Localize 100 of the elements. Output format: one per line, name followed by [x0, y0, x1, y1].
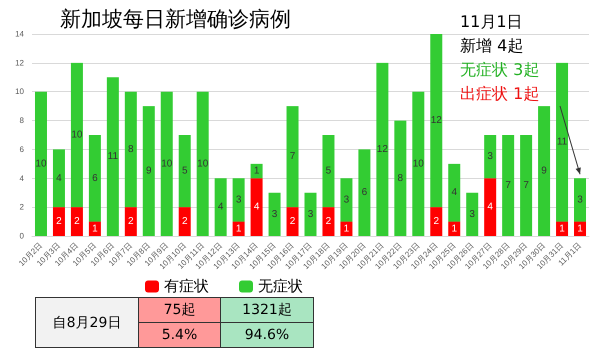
data-label: 1: [344, 223, 350, 234]
data-label: 8: [398, 172, 404, 184]
bar: [340, 178, 352, 222]
bar: [466, 192, 478, 236]
bar: [340, 222, 352, 236]
data-label: 2: [290, 216, 296, 228]
data-label: 7: [523, 180, 530, 191]
annotation: 出症状 1起: [460, 84, 540, 105]
annotation: 新增 4起: [460, 36, 524, 57]
bar: [160, 92, 173, 236]
data-label: 4: [56, 172, 62, 184]
bar: [52, 207, 65, 236]
y-tick-label: 6: [20, 144, 25, 154]
bar: [178, 135, 191, 208]
data-label: 3: [236, 194, 242, 206]
data-label: 10: [71, 130, 83, 140]
text: 自8月29日: [36, 298, 138, 348]
chart-title: 新加坡每日新增确诊病例: [60, 8, 291, 31]
bar: [52, 149, 65, 208]
data-label: 3: [469, 208, 476, 220]
data-label: 1: [92, 223, 98, 234]
bar: [484, 135, 496, 178]
data-label: 6: [92, 172, 98, 184]
data-label: 2: [433, 216, 440, 228]
bar: [70, 207, 83, 236]
data-label: 3: [577, 194, 584, 206]
bar: [88, 222, 101, 236]
bar: [484, 178, 496, 236]
data-label: 6: [362, 187, 368, 198]
text: 94.6%: [220, 322, 314, 348]
data-label: 9: [146, 166, 152, 177]
data-label: 4: [451, 187, 458, 198]
bar: [196, 92, 209, 236]
data-label: 7: [505, 180, 512, 191]
data-label: 10: [197, 158, 209, 170]
data-label: 11: [108, 151, 118, 162]
y-tick-label: 4: [20, 174, 25, 183]
y-tick-label: 0: [20, 232, 25, 240]
bar: [142, 106, 155, 236]
data-label: 10: [412, 158, 424, 170]
bar: [448, 164, 460, 222]
bar: [304, 192, 316, 236]
data-label: 2: [326, 216, 332, 228]
data-label: 1: [559, 223, 566, 234]
data-label: 1: [451, 223, 458, 234]
data-label: 3: [308, 208, 314, 220]
bar: [124, 207, 137, 236]
text: 1321起: [220, 298, 314, 322]
text: 11月1日: [460, 12, 523, 33]
bar: [448, 222, 460, 236]
data-label: 2: [56, 216, 62, 228]
bar: [232, 178, 245, 222]
data-label: 11: [556, 136, 568, 148]
data-label: 4: [254, 202, 260, 213]
bar: [520, 135, 532, 236]
legend-label: 有症状: [164, 278, 209, 295]
legend-label: 无症状: [258, 278, 303, 295]
bar: [556, 62, 568, 222]
data-label: 2: [182, 216, 188, 228]
bar: [412, 92, 424, 236]
bar: [322, 135, 334, 208]
data-label: 4: [218, 202, 224, 213]
text: 5.4%: [138, 322, 220, 348]
bar: [34, 92, 47, 236]
bar: [70, 62, 83, 208]
bar: [268, 192, 281, 236]
data-label: 3: [344, 194, 350, 206]
data-label: 5: [326, 166, 332, 177]
data-label: 2: [74, 216, 80, 228]
annotation: 无症状 3起: [460, 60, 540, 81]
bar: [322, 207, 334, 236]
bar: [286, 207, 299, 236]
bar: [106, 77, 119, 236]
data-label: 10: [161, 158, 173, 170]
y-tick-label: 2: [20, 202, 25, 212]
data-label: 12: [430, 115, 442, 126]
data-label: 1: [236, 223, 242, 234]
bar: [286, 106, 299, 208]
bar: [214, 178, 227, 236]
data-label: 4: [487, 202, 494, 213]
data-label: 5: [182, 166, 188, 177]
bar: [376, 62, 388, 236]
data-label: 2: [128, 216, 134, 228]
data-label: 9: [541, 166, 548, 177]
bar: [556, 222, 568, 236]
data-label: 12: [376, 144, 388, 155]
data-label: 7: [290, 151, 296, 162]
data-label: 10: [35, 158, 47, 170]
data-label: 1: [254, 166, 260, 177]
text: 75起: [138, 298, 220, 322]
bar: [232, 222, 245, 236]
bar: [358, 149, 370, 236]
y-tick-label: 14: [15, 30, 25, 38]
data-label: 8: [128, 144, 134, 155]
bar: [574, 222, 586, 236]
bar: [502, 135, 514, 236]
bar: [394, 120, 406, 236]
data-label: 3: [272, 208, 278, 220]
bar: [574, 178, 586, 222]
data-label: 3: [487, 151, 494, 162]
